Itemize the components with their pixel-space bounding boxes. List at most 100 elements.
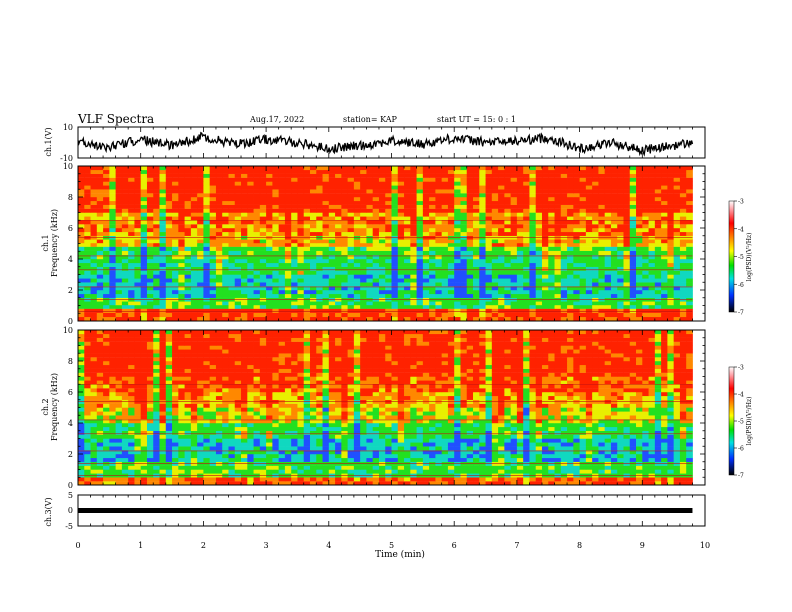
spectrogram-cell: [654, 228, 662, 233]
spectrogram-cell: [422, 270, 430, 275]
spectrogram-cell: [209, 274, 217, 279]
spectrogram-cell: [510, 185, 518, 190]
spectrogram-cell: [466, 177, 474, 182]
spectrogram-cell: [466, 231, 474, 236]
spectrogram-cell: [272, 250, 280, 256]
spectrogram-cell: [604, 465, 612, 470]
spectrogram-cell: [128, 250, 135, 256]
spectrogram-cell: [404, 242, 411, 247]
spectrogram-cell: [447, 228, 455, 233]
spectrogram-cell: [241, 465, 248, 470]
spectrogram-cell: [272, 270, 280, 275]
spectrogram-cell: [623, 461, 631, 466]
spectrogram-cell: [422, 290, 430, 295]
spectrogram-cell: [416, 278, 424, 283]
spectrogram-cell: [222, 166, 229, 171]
spectrogram-cell: [372, 286, 380, 291]
spectrogram-cell: [234, 228, 242, 233]
spectrogram-cell: [667, 465, 675, 470]
spectrogram-cell: [341, 469, 349, 474]
spectrogram-cell: [573, 181, 580, 186]
spectrogram-cell: [485, 481, 493, 486]
spectrogram-cell: [523, 442, 530, 447]
spectrogram-cell: [410, 286, 417, 291]
spectrogram-cell: [366, 454, 374, 459]
spectrogram-cell: [391, 465, 399, 470]
spectrogram-cell: [316, 169, 323, 174]
spectrogram-cell: [510, 208, 518, 213]
spectrogram-cell: [479, 220, 486, 225]
spectrogram-cell: [466, 242, 474, 247]
figure-title: VLF Spectra: [77, 112, 154, 126]
spectrogram-cell: [103, 254, 110, 260]
spectrogram-cell: [84, 200, 91, 205]
spectrogram-cell: [222, 189, 229, 194]
spectrogram-cell: [266, 204, 273, 209]
spectrogram-cell: [96, 254, 104, 260]
spectrogram-cell: [598, 197, 606, 202]
spectrogram-cell: [391, 185, 399, 190]
spectrogram-cell: [454, 204, 461, 209]
spectrogram-cell: [466, 442, 474, 447]
spectrogram-cell: [498, 259, 505, 264]
spectrogram-cell: [96, 282, 104, 287]
spectrogram-cell: [197, 262, 204, 267]
spectrogram-cell: [378, 308, 386, 313]
spectrogram-cell: [322, 442, 330, 447]
spectrogram-cell: [121, 173, 129, 178]
spectrogram-cell: [604, 308, 612, 313]
spectrogram-cell: [134, 481, 142, 486]
spectrogram-cell: [573, 177, 580, 182]
spectrogram-cell: [284, 282, 292, 287]
spectrogram-cell: [366, 301, 374, 306]
spectrogram-cell: [523, 465, 530, 470]
spectrogram-cell: [303, 197, 311, 202]
spectrogram-cell: [460, 212, 468, 217]
spectrogram-cell: [197, 189, 204, 194]
spectrogram-cell: [636, 254, 643, 260]
spectrogram-cell: [460, 454, 468, 459]
spectrogram-cell: [322, 304, 330, 309]
spectrogram-cell: [372, 189, 380, 194]
spectrogram-cell: [84, 465, 91, 470]
spectrogram-cell: [347, 242, 355, 247]
spectrogram-cell: [617, 220, 624, 225]
spectrogram-cell: [541, 200, 549, 205]
spectrogram-cell: [272, 450, 280, 455]
spectrogram-cell: [146, 293, 154, 298]
spectrogram-cell: [466, 169, 474, 174]
spectrogram-cell: [140, 286, 148, 291]
spectrogram-cell: [617, 173, 624, 178]
spectrogram-cell: [316, 461, 323, 466]
spectrogram-cell: [360, 250, 367, 256]
spectrogram-cell: [579, 262, 587, 267]
spectrogram-cell: [554, 312, 562, 318]
spectrogram-cell: [654, 216, 662, 221]
spectrogram-cell: [247, 270, 254, 275]
spectrogram-cell: [679, 297, 687, 302]
spectrogram-cell: [498, 235, 505, 240]
spectrogram-cell: [535, 266, 543, 271]
spectrogram-cell: [353, 173, 361, 178]
spectrogram-cell: [372, 308, 380, 313]
spectrogram-cell: [347, 173, 355, 178]
spectrogram-cell: [686, 274, 693, 279]
spectrogram-cell: [598, 200, 606, 205]
spectrogram-cell: [247, 259, 254, 264]
spectrogram-cell: [234, 312, 242, 318]
spectrogram-cell: [335, 481, 342, 486]
spectrogram-cell: [128, 442, 135, 447]
spectrogram-cell: [516, 250, 524, 256]
spectrogram-cell: [178, 262, 185, 267]
spectrogram-cell: [360, 235, 367, 240]
spectrogram-cell: [121, 477, 129, 482]
spectrogram-cell: [272, 177, 280, 182]
spectrogram-cell: [441, 220, 449, 225]
spectrogram-cell: [642, 235, 649, 240]
spectrogram-cell: [228, 308, 236, 313]
spectrogram-cell: [291, 250, 298, 256]
spectrogram-cell: [115, 239, 123, 244]
spectrogram-cell: [316, 270, 323, 275]
spectrogram-cell: [234, 308, 242, 313]
spectrogram-cell: [667, 197, 675, 202]
